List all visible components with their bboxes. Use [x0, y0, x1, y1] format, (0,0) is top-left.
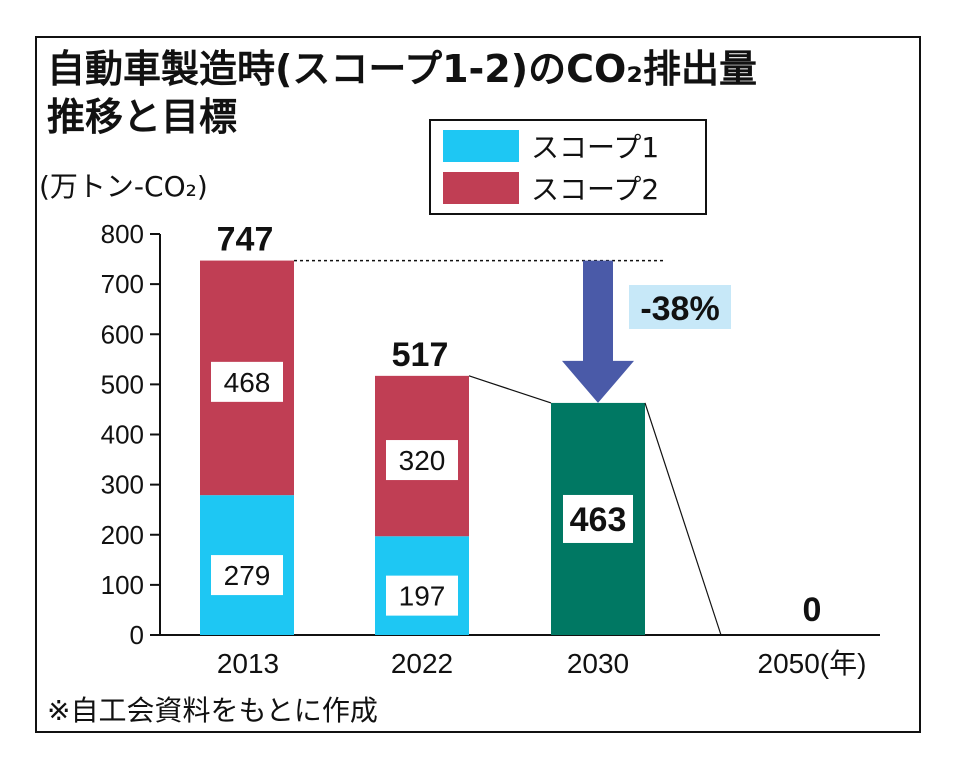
plot-area: 0 100 200 300 400 500 600 700 800 2013 2022 2030 205… — [101, 219, 880, 679]
y-tick-label: 300 — [101, 470, 144, 500]
x-tick-label: 2050(年) — [758, 648, 867, 679]
y-tick-label: 600 — [101, 319, 144, 349]
data-label-scope1-box — [386, 575, 458, 616]
x-tick-label: 2030 — [567, 648, 629, 679]
data-label-scope2-box — [386, 440, 458, 481]
legend-swatch-scope2 — [443, 172, 519, 204]
trend-line-2030-2050 — [644, 402, 722, 636]
y-tick-label: 500 — [101, 369, 144, 399]
y-tick-label: 700 — [101, 269, 144, 299]
legend-label-scope2: スコープ2 — [531, 173, 659, 206]
reduction-label: -38% — [640, 290, 719, 328]
total-label: 747 — [217, 221, 274, 259]
y-tick-label: 200 — [101, 520, 144, 550]
legend-swatch-scope1 — [443, 130, 519, 162]
chart-title-line2: 推移と目標 — [47, 95, 237, 139]
legend: スコープ1 スコープ2 — [429, 119, 707, 215]
y-tick-label: 400 — [101, 420, 144, 450]
target-label-2030: 463 — [570, 501, 627, 539]
data-label-scope2: 468 — [224, 367, 271, 398]
target-label-2050: 0 — [803, 591, 822, 629]
chart-frame: 自動車製造時(スコープ1-2)のCO₂排出量 推移と目標 スコープ1 スコープ2… — [35, 36, 921, 733]
x-tick-label: 2013 — [217, 648, 279, 679]
data-label-scope1-box — [211, 555, 283, 596]
chart-title-line1: 自動車製造時(スコープ1-2)のCO₂排出量 — [47, 47, 757, 91]
legend-label-scope1: スコープ1 — [531, 131, 659, 164]
y-tick-label: 100 — [101, 570, 144, 600]
chart: 自動車製造時(スコープ1-2)のCO₂排出量 推移と目標 スコープ1 スコープ2… — [39, 47, 880, 727]
reduction-label-box — [629, 285, 731, 329]
y-axis-unit: (万トン-CO₂) — [39, 170, 208, 203]
reduction-arrow — [562, 260, 634, 403]
x-tick-label: 2022 — [391, 648, 453, 679]
total-label: 517 — [392, 336, 449, 374]
target-label-box — [563, 494, 633, 543]
y-tick-label: 800 — [101, 219, 144, 249]
trend-line-2022-2030 — [468, 375, 552, 404]
data-label-scope1: 279 — [224, 560, 271, 591]
data-label-scope2-box — [211, 361, 283, 402]
source-note: ※自工会資料をもとに作成 — [47, 694, 378, 727]
data-label-scope1: 197 — [399, 581, 446, 612]
y-tick-label: 0 — [130, 620, 144, 650]
data-label-scope2: 320 — [399, 445, 446, 476]
